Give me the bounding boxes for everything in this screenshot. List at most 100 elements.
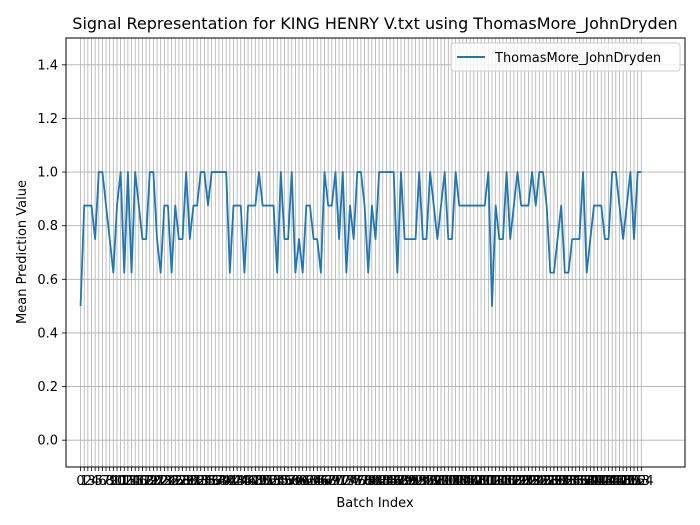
- x-tick-label: 14: [123, 474, 140, 489]
- x-tick-label: 152: [622, 474, 647, 489]
- x-tick-label: 27: [171, 474, 188, 489]
- x-tick-label: 83: [375, 474, 392, 489]
- x-tick-label: 42: [225, 474, 242, 489]
- x-tick-label: 100: [432, 474, 457, 489]
- x-tick-label: 92: [407, 474, 424, 489]
- x-tick-label: 126: [527, 474, 552, 489]
- x-tick-label: 12: [116, 474, 133, 489]
- x-tick-label: 81: [367, 474, 384, 489]
- x-tick-label: 73: [338, 474, 355, 489]
- x-tick-label: 114: [483, 474, 508, 489]
- x-tick-label: 109: [465, 474, 490, 489]
- x-tick-label: 13: [120, 474, 137, 489]
- x-tick-label: 49: [251, 474, 268, 489]
- x-tick-label: 41: [222, 474, 239, 489]
- x-tick-label: 22: [152, 474, 169, 489]
- x-tick-label: 97: [425, 474, 442, 489]
- x-tick-label: 129: [538, 474, 563, 489]
- x-tick-label: 85: [382, 474, 399, 489]
- x-tick-label: 80: [364, 474, 381, 489]
- x-tick-label: 88: [393, 474, 410, 489]
- x-tick-label: 15: [127, 474, 144, 489]
- x-tick-label: 44: [233, 474, 250, 489]
- x-tick-label: 58: [283, 474, 300, 489]
- x-tick-label: 149: [611, 474, 636, 489]
- x-tick-label: 40: [218, 474, 235, 489]
- x-tick-label: 78: [356, 474, 373, 489]
- y-tick-label: 0.8: [37, 219, 58, 234]
- x-tick-label: 131: [545, 474, 570, 489]
- x-tick-label: 0: [76, 474, 84, 489]
- x-tick-label: 139: [574, 474, 599, 489]
- x-tick-label: 2: [84, 474, 92, 489]
- x-tick-label: 5: [95, 474, 103, 489]
- x-tick-label: 148: [607, 474, 632, 489]
- x-tick-label: 24: [160, 474, 177, 489]
- x-tick-label: 103: [443, 474, 468, 489]
- x-tick-label: 56: [276, 474, 293, 489]
- x-tick-label: 154: [629, 474, 654, 489]
- x-tick-label: 46: [240, 474, 257, 489]
- x-axis-ticks: 0123456789101112131415161718192021222324…: [76, 467, 654, 489]
- x-tick-label: 113: [480, 474, 505, 489]
- legend-label: ThomasMore_JohnDryden: [494, 51, 661, 66]
- x-tick-label: 3: [87, 474, 95, 489]
- x-tick-label: 71: [331, 474, 348, 489]
- x-tick-label: 37: [207, 474, 224, 489]
- y-tick-label: 1.4: [37, 58, 58, 73]
- x-tick-label: 94: [415, 474, 432, 489]
- x-tick-label: 86: [385, 474, 402, 489]
- x-tick-label: 128: [534, 474, 559, 489]
- x-tick-label: 45: [236, 474, 253, 489]
- x-tick-label: 106: [454, 474, 479, 489]
- x-tick-label: 29: [178, 474, 195, 489]
- x-tick-label: 82: [371, 474, 388, 489]
- x-tick-label: 74: [342, 474, 359, 489]
- x-tick-label: 53: [265, 474, 282, 489]
- y-axis-ticks: 0.0 0.2 0.4 0.6 0.8 1.0 1.2 1.4: [37, 58, 66, 449]
- x-tick-label: 143: [589, 474, 614, 489]
- x-tick-label: 23: [156, 474, 173, 489]
- x-tick-label: 123: [516, 474, 541, 489]
- x-axis-label: Batch Index: [336, 496, 414, 511]
- x-tick-label: 62: [298, 474, 315, 489]
- x-tick-label: 105: [450, 474, 475, 489]
- x-tick-label: 17: [134, 474, 151, 489]
- legend-box: [450, 42, 681, 72]
- x-tick-label: 151: [618, 474, 643, 489]
- x-tick-label: 10: [109, 474, 126, 489]
- x-tick-label: 98: [429, 474, 446, 489]
- x-tick-label: 116: [491, 474, 516, 489]
- x-tick-label: 150: [614, 474, 639, 489]
- plot-series: [79, 171, 642, 308]
- x-tick-label: 142: [585, 474, 610, 489]
- x-tick-label: 108: [461, 474, 486, 489]
- x-tick-label: 102: [440, 474, 465, 489]
- x-tick-label: 43: [229, 474, 246, 489]
- x-tick-label: 20: [145, 474, 162, 489]
- x-tick-label: 31: [185, 474, 202, 489]
- x-tick-label: 6: [98, 474, 106, 489]
- x-tick-label: 39: [214, 474, 231, 489]
- x-tick-label: 130: [542, 474, 567, 489]
- x-tick-label: 146: [600, 474, 625, 489]
- x-tick-label: 55: [273, 474, 290, 489]
- x-tick-label: 4: [91, 474, 99, 489]
- x-tick-label: 65: [309, 474, 326, 489]
- x-tick-label: 33: [192, 474, 209, 489]
- y-tick-label: 0.6: [37, 273, 58, 288]
- chart-title: Signal Representation for KING HENRY V.t…: [72, 14, 677, 34]
- x-tick-label: 8: [106, 474, 114, 489]
- x-tick-label: 50: [254, 474, 271, 489]
- y-tick-label: 0.4: [37, 326, 58, 341]
- x-tick-label: 79: [360, 474, 377, 489]
- y-axis-label: Mean Prediction Value: [15, 180, 30, 324]
- x-tick-label: 138: [571, 474, 596, 489]
- x-tick-label: 75: [345, 474, 362, 489]
- x-tick-label: 115: [487, 474, 512, 489]
- grid-lines: [66, 38, 685, 467]
- legend: ThomasMore_JohnDryden: [450, 42, 681, 72]
- y-tick-label: 1.2: [37, 112, 58, 127]
- x-tick-label: 132: [549, 474, 574, 489]
